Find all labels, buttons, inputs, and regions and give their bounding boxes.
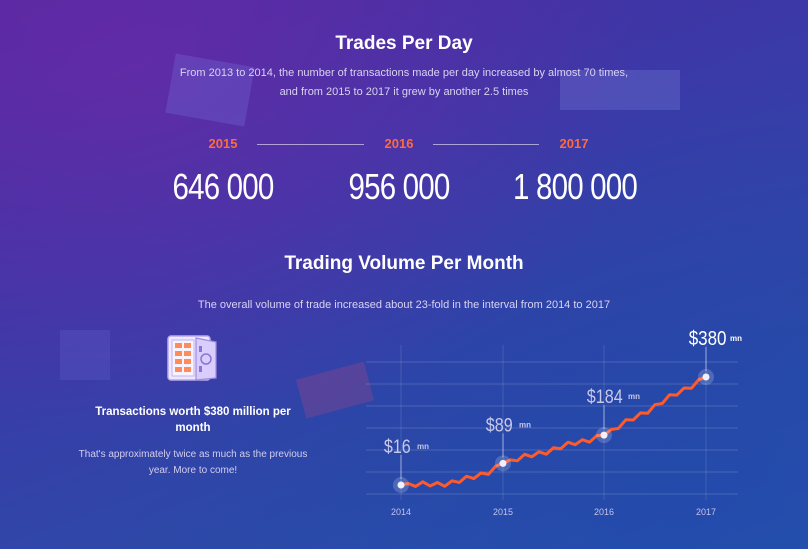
data-label-unit: mn	[417, 442, 429, 451]
volume-subtitle: The overall volume of trade increased ab…	[197, 299, 611, 311]
stat-year-2017: 2017	[559, 136, 589, 151]
data-point	[702, 373, 710, 381]
data-label-unit: mn	[628, 392, 640, 401]
x-tick-label: 2016	[594, 507, 614, 517]
trades-subtitle-line2: and from 2015 to 2017 it grew by another…	[279, 86, 529, 98]
series-line	[400, 375, 707, 488]
stat-value-2016: 956 000	[348, 166, 451, 207]
data-label: $16	[384, 436, 411, 458]
data-label-unit: mn	[519, 420, 531, 429]
data-label: $89	[486, 414, 513, 436]
stat-year-2015: 2015	[208, 136, 238, 151]
stat-year-2016: 2016	[384, 136, 414, 151]
stat-value-2015: 646 000	[172, 166, 275, 207]
data-label: $184	[587, 386, 623, 408]
card-title-line1: Transactions worth $380 million per	[95, 406, 291, 418]
x-tick-label: 2014	[391, 507, 411, 517]
trades-subtitle-line1: From 2013 to 2014, the number of transac…	[179, 67, 629, 79]
data-point	[397, 481, 405, 489]
safe-icon	[167, 335, 217, 381]
data-label: $380	[689, 327, 727, 350]
data-label-unit: mn	[730, 334, 742, 343]
stat-value-2017: 1 800 000	[513, 166, 638, 207]
trades-title: Trades Per Day	[335, 33, 473, 54]
card-title-line2: month	[175, 422, 211, 434]
data-point	[600, 431, 608, 439]
stat-separator	[257, 144, 364, 145]
x-tick-label: 2015	[493, 507, 513, 517]
data-point	[499, 459, 507, 467]
card-text-line1: That's approximately twice as much as th…	[78, 449, 308, 460]
volume-title: Trading Volume Per Month	[284, 253, 524, 274]
card-text-line2: year. More to come!	[148, 465, 238, 476]
stat-separator	[433, 144, 539, 145]
x-tick-label: 2017	[696, 507, 716, 517]
